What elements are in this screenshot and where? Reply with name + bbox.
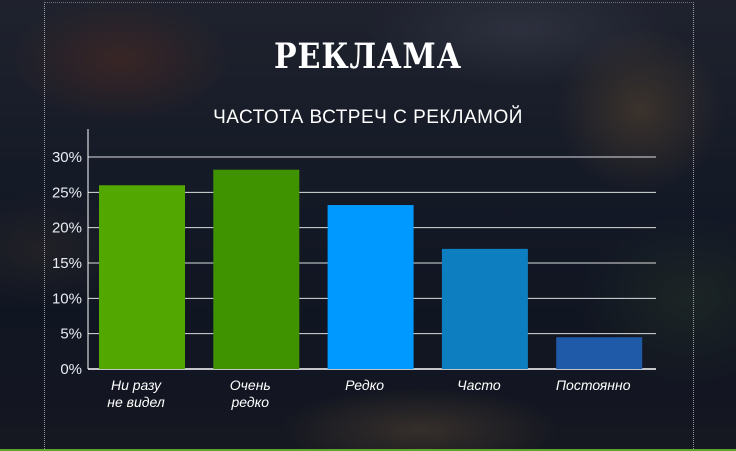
dotted-frame <box>44 2 694 449</box>
bar <box>441 248 528 369</box>
x-category-label: Часто <box>457 377 501 393</box>
bottom-accent-bar <box>0 449 736 451</box>
y-tick-label: 20% <box>52 220 82 237</box>
y-tick-label: 30% <box>52 149 82 166</box>
x-category-label: Ни разу не видел <box>107 377 165 410</box>
y-tick-label: 25% <box>52 184 82 201</box>
y-tick-label: 0% <box>60 361 82 378</box>
bar <box>327 205 414 369</box>
x-category-label: Редко <box>345 377 384 393</box>
y-tick-label: 5% <box>60 326 82 343</box>
chart-title: ЧАСТОТА ВСТРЕЧ С РЕКЛАМОЙ <box>213 107 523 128</box>
y-tick-label: 15% <box>52 255 82 272</box>
x-category-label: Очень редко <box>230 377 271 410</box>
page-heading: РЕКЛАМА <box>274 36 462 77</box>
y-tick-label: 10% <box>52 290 82 307</box>
bar <box>556 337 643 369</box>
bar <box>213 169 300 369</box>
x-category-label: Постоянно <box>556 377 631 393</box>
bar <box>99 185 185 369</box>
